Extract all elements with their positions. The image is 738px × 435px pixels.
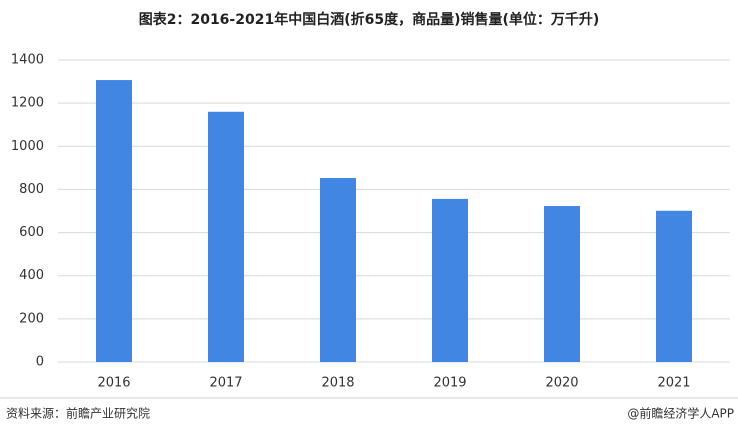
x-tick-label: 2020 bbox=[545, 376, 578, 391]
x-tick-label: 2016 bbox=[97, 376, 130, 391]
bar bbox=[96, 80, 132, 362]
y-tick-label: 800 bbox=[19, 182, 44, 197]
chart-title: 图表2：2016-2021年中国白酒(折65度，商品量)销售量(单位：万千升) bbox=[139, 11, 600, 28]
y-tick-label: 400 bbox=[19, 268, 44, 283]
y-tick-label: 1000 bbox=[11, 139, 44, 154]
x-tick-label: 2021 bbox=[657, 376, 690, 391]
bar bbox=[544, 206, 580, 362]
bar bbox=[320, 177, 356, 362]
x-tick-label: 2019 bbox=[433, 376, 466, 391]
x-tick-label: 2017 bbox=[209, 376, 242, 391]
source-note: 资料来源：前瞻产业研究院 bbox=[6, 406, 150, 421]
credit: @前瞻经济学人APP bbox=[627, 406, 734, 421]
y-tick-label: 1200 bbox=[11, 96, 44, 111]
x-tick-label: 2018 bbox=[321, 376, 354, 391]
y-tick-label: 1400 bbox=[11, 53, 44, 68]
bar bbox=[208, 111, 244, 363]
y-tick-label: 200 bbox=[19, 311, 44, 326]
bar bbox=[656, 210, 692, 362]
bar bbox=[432, 198, 468, 362]
y-tick-label: 0 bbox=[36, 355, 44, 370]
y-tick-label: 600 bbox=[19, 225, 44, 240]
